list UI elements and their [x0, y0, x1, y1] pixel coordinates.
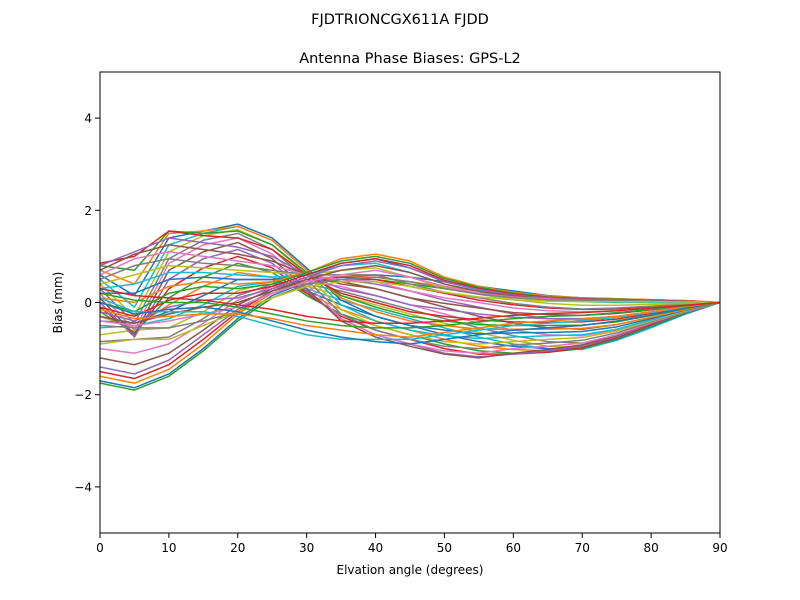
series-layer	[100, 223, 720, 391]
chart-title: Antenna Phase Biases: GPS-L2	[299, 51, 521, 67]
series-line	[100, 301, 720, 338]
series-line	[100, 276, 720, 329]
series-line	[100, 287, 720, 324]
series-line	[100, 281, 720, 345]
series-line	[100, 257, 720, 310]
y-tick-label: 4	[84, 112, 92, 126]
figure-suptitle: FJDTRIONCGX611A FJDD	[311, 12, 489, 28]
x-tick-label: 90	[712, 541, 727, 555]
y-axis-label: Bias (mm)	[51, 272, 65, 334]
series-line	[100, 301, 720, 345]
series-line	[100, 225, 720, 330]
series-line	[100, 230, 720, 324]
x-tick-label: 70	[575, 541, 590, 555]
series-line	[100, 281, 720, 351]
x-axis-label: Elvation angle (degrees)	[337, 563, 484, 577]
y-tick-label: −2	[74, 388, 92, 402]
x-tick-label: 20	[230, 541, 245, 555]
x-tick-label: 10	[161, 541, 176, 555]
series-line	[100, 297, 720, 341]
series-line	[100, 292, 720, 329]
x-tick-label: 0	[96, 541, 104, 555]
x-tick-label: 30	[299, 541, 314, 555]
series-line	[100, 244, 720, 317]
x-tick-label: 50	[437, 541, 452, 555]
x-tick-label: 80	[643, 541, 658, 555]
x-tick-label: 40	[368, 541, 383, 555]
series-line	[100, 241, 720, 359]
x-tick-label: 60	[506, 541, 521, 555]
series-line	[100, 230, 720, 327]
y-axis: −4 −2 0 2 4	[74, 112, 100, 494]
y-tick-label: −4	[74, 480, 92, 494]
y-tick-label: 0	[84, 296, 92, 310]
y-tick-label: 2	[84, 204, 92, 218]
x-axis: 0 10 20 30 40 50 60 70 80 90	[96, 533, 728, 555]
